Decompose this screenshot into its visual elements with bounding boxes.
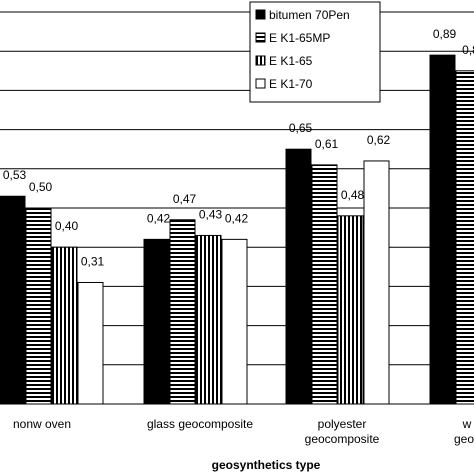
legend-swatch <box>255 78 266 89</box>
bar <box>337 215 364 405</box>
value-label: 0,61 <box>315 137 339 151</box>
value-label: 0,40 <box>55 219 79 233</box>
category-label: w i <box>462 417 474 431</box>
bar <box>195 234 222 405</box>
x-axis-title: geosynthetics type <box>212 458 321 472</box>
value-label: 0,48 <box>341 188 365 202</box>
legend: bitumen 70Pen E K1-65MP E K1-65 E K1-70 <box>249 1 381 103</box>
legend-swatch <box>255 55 266 66</box>
bar <box>143 238 170 405</box>
bar <box>363 160 390 405</box>
value-label: 0,47 <box>173 192 197 206</box>
bar <box>77 281 104 405</box>
bar <box>311 164 338 405</box>
value-label: 0,31 <box>81 254 105 268</box>
bar <box>285 148 312 405</box>
bar <box>0 195 26 405</box>
bar <box>221 238 248 405</box>
category-label: geosy <box>454 432 474 446</box>
legend-label: bitumen 70Pen <box>269 8 350 22</box>
legend-box <box>249 1 381 103</box>
bars <box>0 54 474 405</box>
value-label: 0,43 <box>199 207 223 221</box>
value-label: 0,53 <box>3 168 27 182</box>
category-label: glass geocomposite <box>147 417 253 431</box>
legend-label: E K1-70 <box>269 77 313 91</box>
bar <box>51 246 78 405</box>
value-label: 0,42 <box>147 211 171 225</box>
value-label: 0,65 <box>289 121 313 135</box>
bar <box>25 207 52 405</box>
category-labels: nonw oven glass geocomposite polyestergeoc… <box>13 417 474 446</box>
legend-label: E K1-65 <box>269 54 313 68</box>
category-label: geocomposite <box>305 432 380 446</box>
bar <box>455 70 474 405</box>
legend-swatch <box>255 32 266 43</box>
value-label: 0,89 <box>433 27 457 41</box>
legend-label: E K1-65MP <box>269 31 330 45</box>
value-label: 0,42 <box>225 211 249 225</box>
legend-swatch <box>255 9 266 20</box>
category-label: nonw oven <box>13 417 71 431</box>
value-labels: 0,530,420,650,890,500,470,610,80,400,430… <box>3 27 474 268</box>
value-label: 0,62 <box>367 133 391 147</box>
bar <box>169 219 196 405</box>
category-label: polyester <box>318 417 367 431</box>
value-label: 0,8 <box>462 43 474 57</box>
value-label: 0,50 <box>29 180 53 194</box>
bar <box>429 54 456 405</box>
